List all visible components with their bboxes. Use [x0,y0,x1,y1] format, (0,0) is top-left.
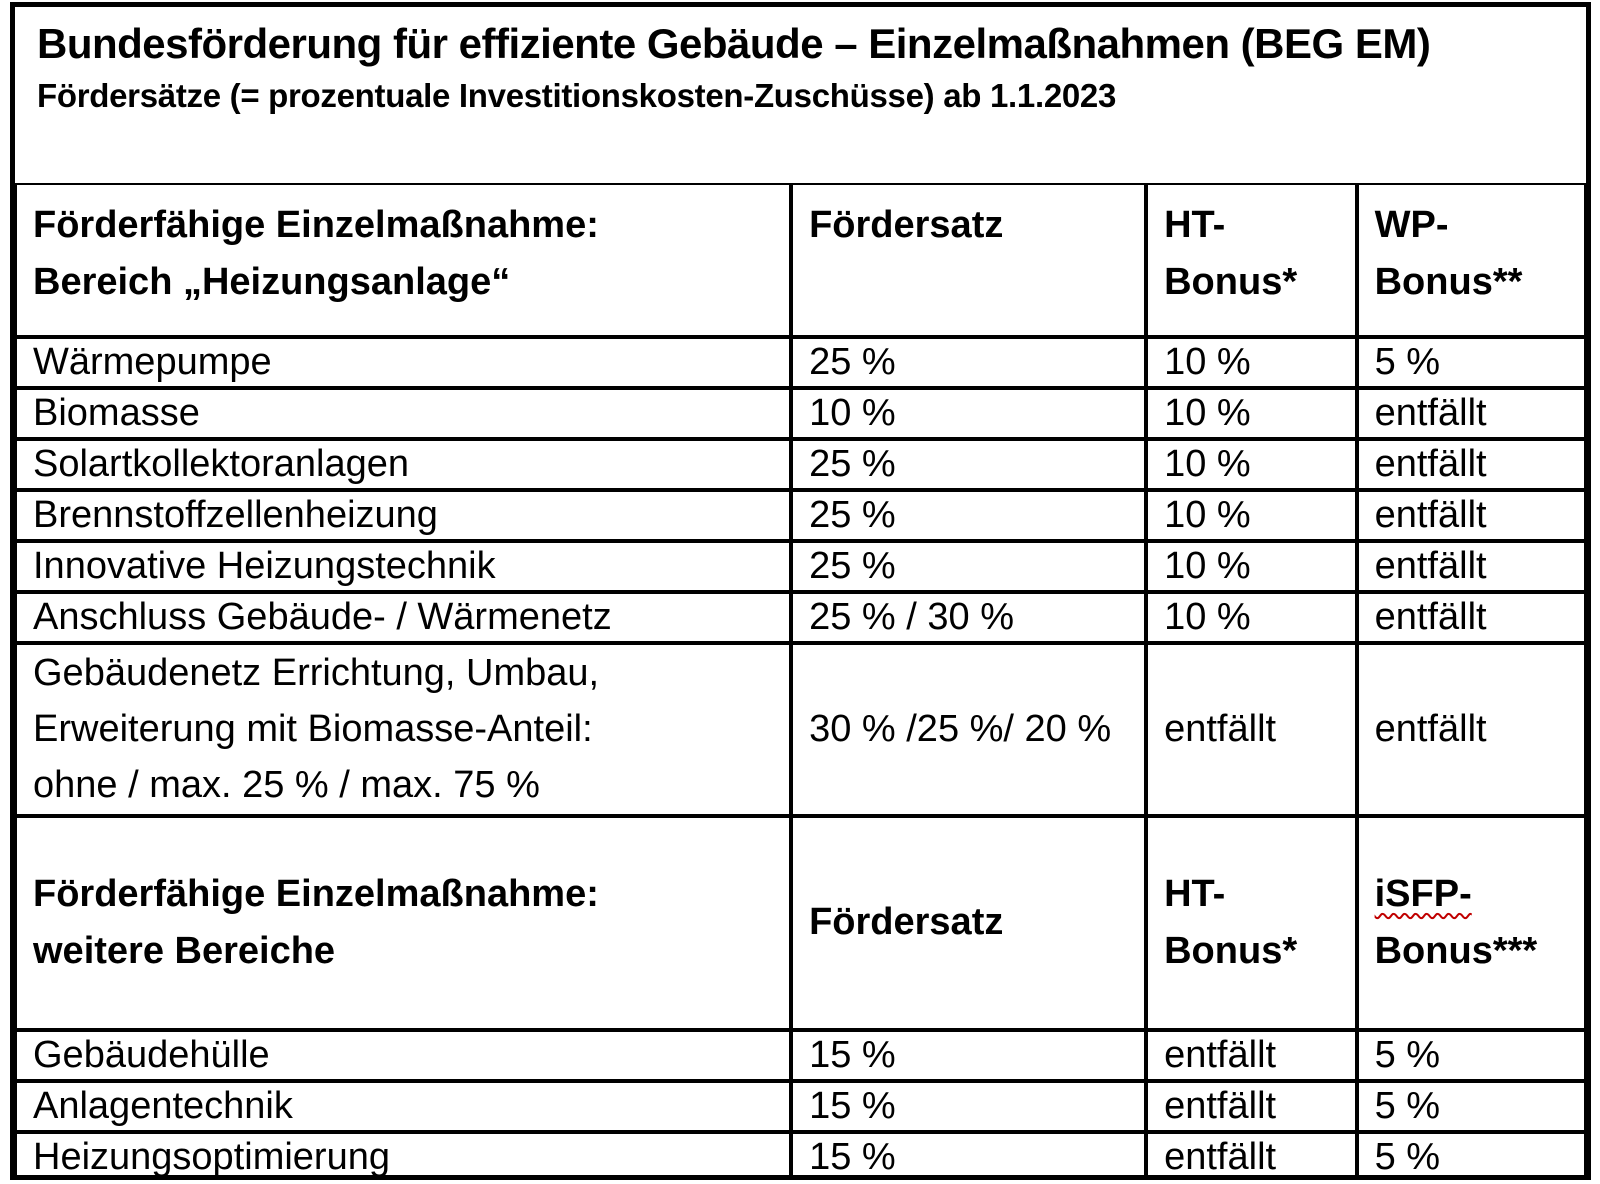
wp-bonus-cell: entfällt [1356,592,1586,643]
isfp-bonus-cell: 5 % [1356,1080,1586,1132]
document-frame: Bundesförderung für effiziente Gebäude –… [10,2,1591,1180]
rate-cell: 30 % /25 %/ 20 % [791,643,1147,816]
measure-cell: Brennstoffzellenheizung [15,490,792,541]
measure-cell: Gebäudenetz Errichtung, Umbau, Erweiteru… [15,643,792,816]
ht-bonus-cell: 10 % [1146,439,1357,490]
rate-cell: 25 % [791,439,1147,490]
ht-bonus-cell: entfällt [1146,1029,1357,1081]
funding-rates-table: Förderfähige Einzelmaßnahme: Bereich „He… [15,183,1586,1175]
ht-bonus-cell: 10 % [1146,490,1357,541]
wp-bonus-cell: entfällt [1356,643,1586,816]
rate-column-header: Fördersatz [791,815,1147,1030]
other-section-header-row: Förderfähige Einzelmaßnahme: weitere Ber… [15,815,1586,1030]
ht-bonus-cell: entfällt [1146,1131,1357,1175]
ht-bonus-cell: entfällt [1146,643,1357,816]
rate-cell: 15 % [791,1131,1147,1175]
isfp-bonus-cell: 5 % [1356,1029,1586,1081]
measure-header-line1: Förderfähige Einzelmaßnahme: [33,204,599,246]
measure-cell: Heizungsoptimierung [15,1131,792,1175]
rate-cell: 25 % [791,337,1147,388]
measure-cell: Biomasse [15,388,792,439]
measure-cell: Gebäudehülle [15,1029,792,1081]
table-row-biomasse: Biomasse 10 % 10 % entfällt [15,388,1586,439]
table-row-solarkollektoranlagen: Solartkollektoranlagen 25 % 10 % entfäll… [15,439,1586,490]
ht-bonus-cell: 10 % [1146,337,1357,388]
ht-bonus-cell: 10 % [1146,592,1357,643]
rate-cell: 10 % [791,388,1147,439]
table-row-anlagentechnik: Anlagentechnik 15 % entfällt 5 % [15,1080,1586,1132]
isfp-bonus-column-header: iSFP- Bonus*** [1356,815,1586,1030]
measure-header-line1: Förderfähige Einzelmaßnahme: [33,872,599,915]
table-row-gebaeudehuelle: Gebäudehülle 15 % entfällt 5 % [15,1029,1586,1081]
wp-bonus-cell: entfällt [1356,541,1586,592]
wp-bonus-cell: entfällt [1356,388,1586,439]
page-subtitle: Fördersätze (= prozentuale Investitionsk… [37,77,1117,115]
table-row-gebaeudenetz: Gebäudenetz Errichtung, Umbau, Erweiteru… [15,643,1586,816]
measure-column-header: Förderfähige Einzelmaßnahme: weitere Ber… [15,815,792,1030]
rate-cell: 25 % / 30 % [791,592,1147,643]
table-row-waermepumpe: Wärmepumpe 25 % 10 % 5 % [15,337,1586,388]
ht-bonus-cell: 10 % [1146,388,1357,439]
table-row-anschluss-waermenetz: Anschluss Gebäude- / Wärmenetz 25 % / 30… [15,592,1586,643]
wp-bonus-cell: 5 % [1356,337,1586,388]
measure-cell: Anschluss Gebäude- / Wärmenetz [15,592,792,643]
measure-column-header: Förderfähige Einzelmaßnahme: Bereich „He… [15,183,792,337]
wp-bonus-cell: entfällt [1356,439,1586,490]
rate-cell: 15 % [791,1029,1147,1081]
rate-cell: 25 % [791,490,1147,541]
wp-bonus-column-header: WP- Bonus** [1356,183,1586,337]
rate-cell: 25 % [791,541,1147,592]
ht-bonus-cell: entfällt [1146,1080,1357,1132]
isfp-label-spellcheck: iSFP- [1374,872,1472,915]
heating-section-header-row: Förderfähige Einzelmaßnahme: Bereich „He… [15,183,1586,337]
measure-cell: Solartkollektoranlagen [15,439,792,490]
isfp-bonus-cell: 5 % [1356,1131,1586,1175]
measure-header-line2: weitere Bereiche [33,929,336,972]
title-block: Bundesförderung für effiziente Gebäude –… [15,7,1586,183]
table-row-innovative-heizungstechnik: Innovative Heizungstechnik 25 % 10 % ent… [15,541,1586,592]
rate-cell: 15 % [791,1080,1147,1132]
ht-bonus-column-header: HT- Bonus* [1146,183,1357,337]
measure-cell: Innovative Heizungstechnik [15,541,792,592]
measure-cell: Wärmepumpe [15,337,792,388]
ht-bonus-cell: 10 % [1146,541,1357,592]
rate-column-header: Fördersatz [791,183,1147,337]
wp-bonus-cell: entfällt [1356,490,1586,541]
table-row-brennstoffzellenheizung: Brennstoffzellenheizung 25 % 10 % entfäl… [15,490,1586,541]
ht-bonus-column-header: HT- Bonus* [1146,815,1357,1030]
page-title: Bundesförderung für effiziente Gebäude –… [37,20,1431,67]
table-row-heizungsoptimierung: Heizungsoptimierung 15 % entfällt 5 % [15,1131,1586,1175]
measure-cell: Anlagentechnik [15,1080,792,1132]
measure-header-line2: Bereich „Heizungsanlage“ [33,261,511,303]
